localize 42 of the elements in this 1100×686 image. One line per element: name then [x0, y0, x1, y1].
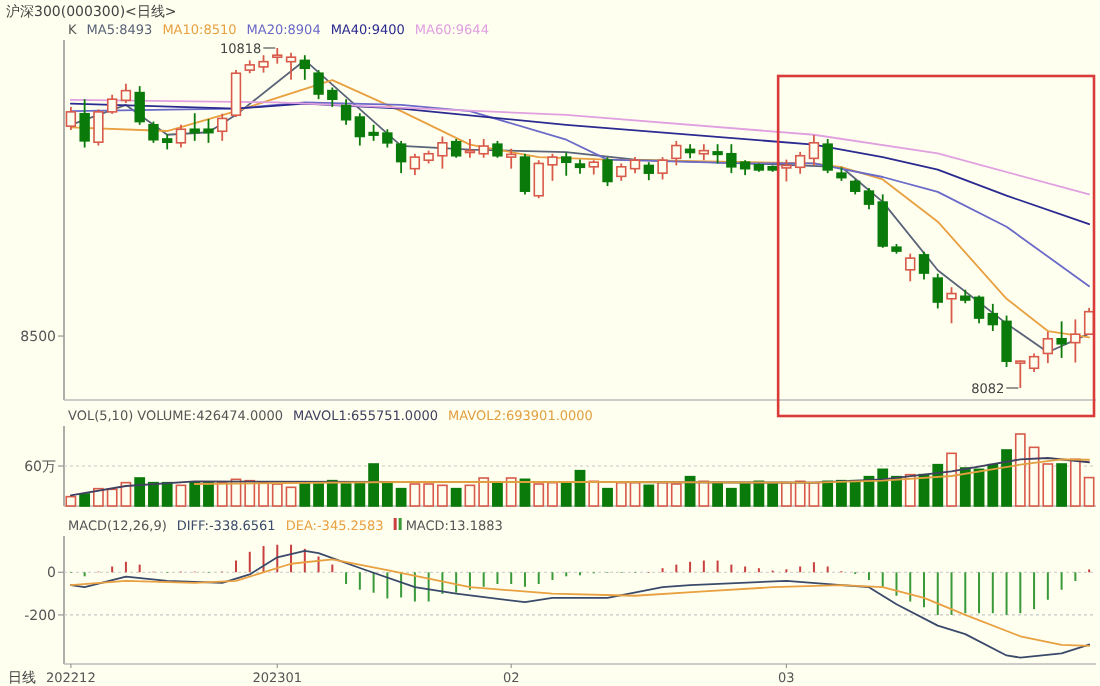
candlestick: [299, 54, 310, 81]
candlestick: [120, 82, 132, 104]
candlestick: [946, 286, 957, 325]
candlestick: [822, 138, 833, 175]
candlestick: [285, 51, 297, 81]
candlestick: [808, 134, 820, 167]
bar: [505, 477, 517, 507]
candlestick: [506, 147, 517, 170]
candlestick: [217, 112, 228, 142]
candlestick: [602, 156, 613, 187]
candlestick: [450, 138, 462, 159]
candlestick: [932, 272, 943, 310]
bar: [946, 452, 957, 507]
line-series: [69, 558, 1091, 647]
bar: [1056, 463, 1067, 507]
bar: [698, 480, 710, 507]
candlestick: [175, 123, 187, 149]
candlestick: [1042, 330, 1054, 365]
candlestick: [918, 250, 930, 281]
bar: [65, 495, 77, 507]
candlestick: [671, 140, 682, 167]
candlestick: [79, 98, 90, 149]
candlestick: [230, 69, 242, 118]
bar: [588, 480, 600, 507]
candlestick: [905, 252, 916, 283]
bar: [602, 487, 613, 507]
candlestick: [657, 156, 668, 181]
candlestick: [134, 85, 145, 126]
candlestick: [643, 161, 654, 182]
candlestick: [65, 106, 77, 131]
candlestick: [973, 294, 985, 325]
candlestick: [519, 152, 531, 196]
candlestick: [1056, 320, 1067, 359]
line-series: [69, 550, 1091, 659]
candlestick: [340, 98, 352, 126]
bar: [450, 487, 462, 507]
bar: [175, 484, 187, 507]
candlestick: [863, 187, 875, 211]
bar: [79, 493, 91, 507]
candlestick: [561, 151, 572, 177]
bar: [492, 481, 503, 507]
bar: [643, 484, 655, 507]
